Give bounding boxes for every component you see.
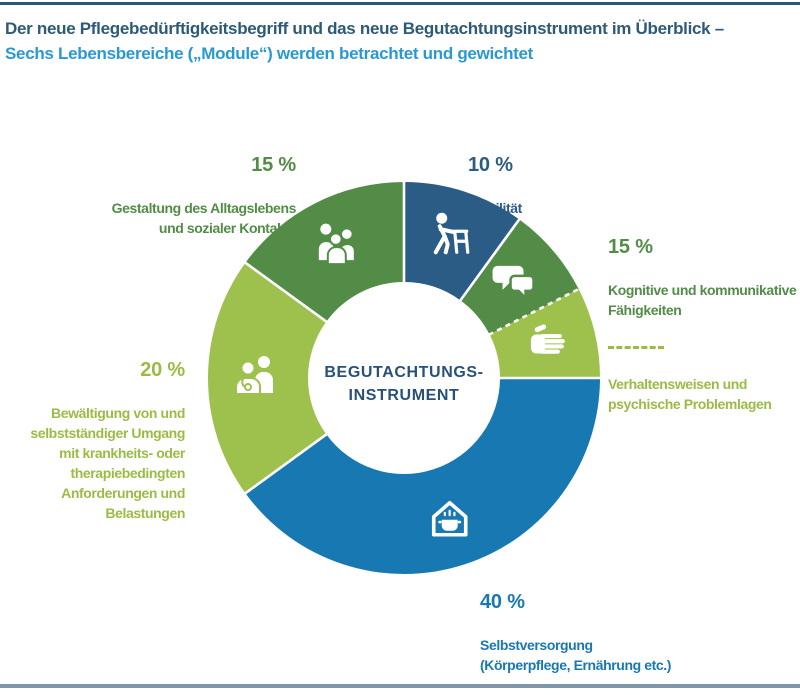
top-rule bbox=[0, 2, 800, 5]
page-title-line1: Der neue Pflegebedürftigkeitsbegriff und… bbox=[5, 19, 724, 38]
segment-separator bbox=[458, 217, 521, 302]
percent-selbstversorgung: 40 % bbox=[480, 591, 525, 613]
segment-verhalten bbox=[489, 289, 600, 378]
label-bewaeltigung: 20 % Bewältigung von und selbstständiger… bbox=[30, 338, 185, 543]
donut-chart bbox=[207, 181, 601, 574]
percent-gestaltung: 15 % bbox=[251, 154, 296, 176]
text-verhalten: Verhaltensweisen und psychische Probleml… bbox=[608, 376, 772, 412]
page-title-line2: Sechs Lebensbereiche („Module“) werden b… bbox=[5, 44, 534, 63]
segment-separator bbox=[243, 261, 328, 324]
text-selbstversorgung: Selbstversorgung (Körperpflege, Ernährun… bbox=[480, 637, 672, 673]
bottom-rule bbox=[0, 684, 800, 688]
text-kognitiv: Kognitive und kommunikative Fähigkeiten bbox=[608, 282, 797, 318]
percent-mobilitaet: 10 % bbox=[468, 154, 513, 176]
text-bewaeltigung: Bewältigung von und selbstständiger Umga… bbox=[30, 405, 185, 521]
segment-separator bbox=[243, 432, 328, 495]
segment-selbstversorgung bbox=[245, 378, 600, 574]
dashed-divider bbox=[608, 346, 664, 349]
label-kognitiv-verhalten: 15 % Kognitive und kommunikative Fähigke… bbox=[608, 215, 797, 434]
percent-bewaeltigung: 20 % bbox=[140, 359, 185, 381]
segment-separator bbox=[488, 287, 581, 337]
percent-kognitiv: 15 % bbox=[608, 236, 653, 258]
page-title: Der neue Pflegebedürftigkeitsbegriff und… bbox=[5, 16, 724, 66]
label-selbstversorgung: 40 % Selbstversorgung (Körperpflege, Ern… bbox=[480, 570, 671, 695]
donut-center-label: BEGUTACHTUNGS- INSTRUMENT bbox=[324, 364, 484, 404]
